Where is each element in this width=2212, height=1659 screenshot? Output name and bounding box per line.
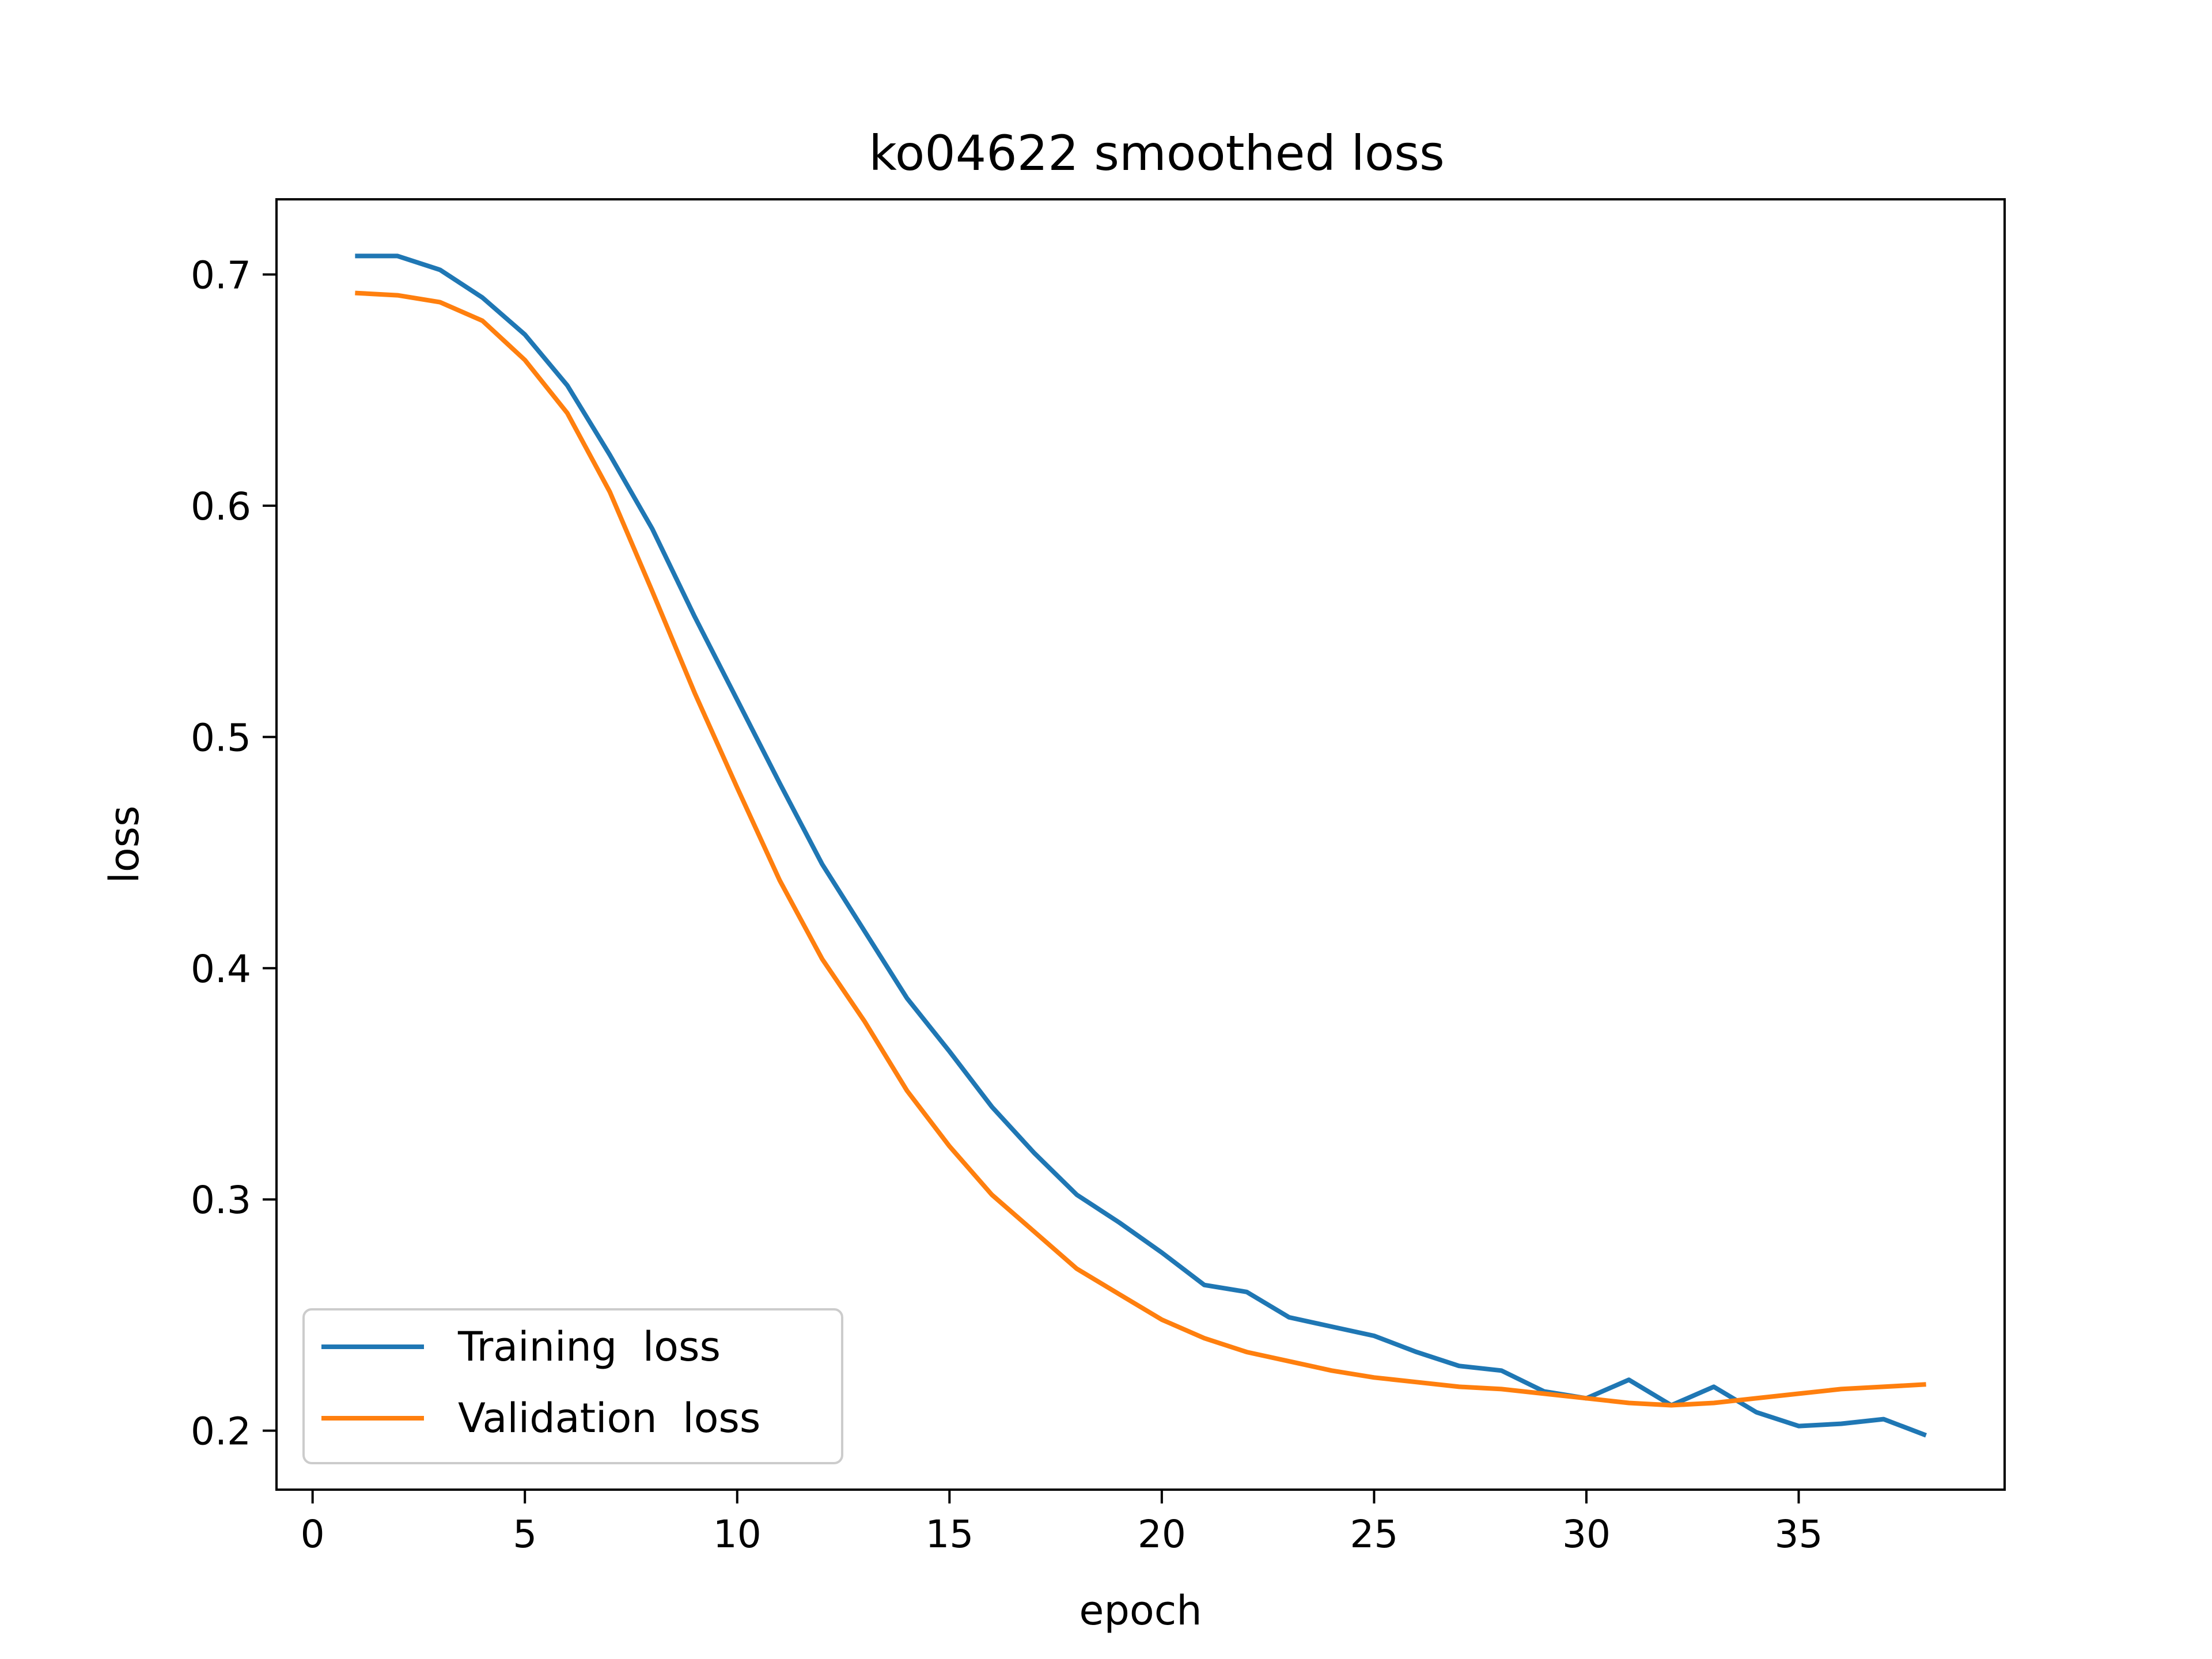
- x-tick-label: 30: [1562, 1512, 1611, 1556]
- series-lines: [355, 253, 1927, 1438]
- x-axis-label: epoch: [1079, 1587, 1202, 1634]
- series-line-1: [355, 290, 1926, 1408]
- x-tick-label: 10: [713, 1512, 762, 1556]
- x-tick-label: 20: [1138, 1512, 1186, 1556]
- y-axis-ticks: 0.2 0.3 0.4 0.5 0.6 0.7: [191, 253, 276, 1454]
- x-tick-label: 25: [1350, 1512, 1398, 1556]
- x-axis-ticks: 0 5 10 15 20 25 30 35: [301, 1490, 1823, 1556]
- legend-label-validation: Validation loss: [458, 1395, 760, 1442]
- legend-box: [302, 1308, 843, 1464]
- y-tick-label: 0.6: [191, 484, 251, 529]
- y-tick-label: 0.7: [191, 253, 251, 297]
- series-line-0: [355, 253, 1927, 1438]
- x-tick-label: 0: [301, 1512, 325, 1556]
- y-tick-label: 0.4: [191, 947, 251, 991]
- chart-title: ko04622 smoothed loss: [869, 125, 1444, 181]
- plot-background: [276, 199, 2005, 1490]
- y-tick-label: 0.5: [191, 715, 251, 760]
- plot-area: [275, 198, 2006, 1491]
- legend: Training loss Validation loss: [302, 1308, 843, 1464]
- x-tick-label: 5: [513, 1512, 537, 1556]
- plot-frame: [275, 198, 2006, 1491]
- x-tick-label: 15: [925, 1512, 974, 1556]
- y-tick-label: 0.3: [191, 1178, 251, 1222]
- y-axis-label: loss: [101, 805, 148, 883]
- legend-label-training: Training loss: [457, 1323, 721, 1370]
- y-tick-label: 0.2: [191, 1410, 251, 1454]
- x-tick-label: 35: [1775, 1512, 1823, 1556]
